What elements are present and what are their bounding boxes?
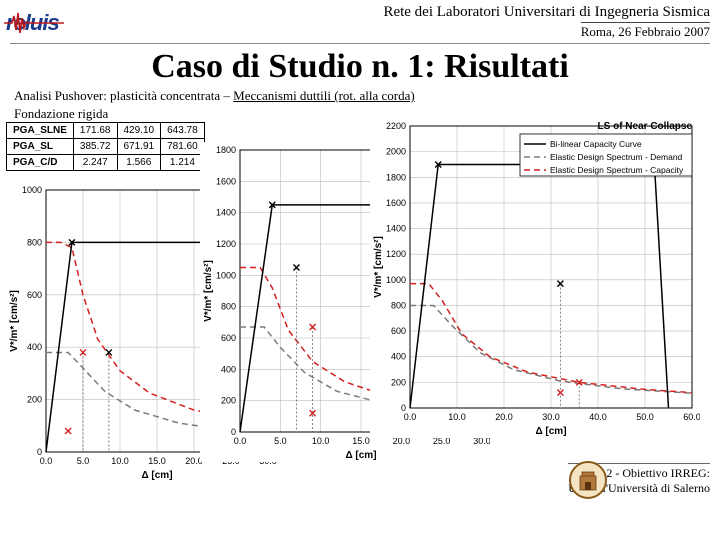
svg-text:600: 600 bbox=[391, 326, 406, 336]
row2-label: PGA_C/D bbox=[7, 155, 74, 171]
svg-text:1400: 1400 bbox=[216, 208, 236, 218]
org-name: Rete dei Laboratori Universitari di Inge… bbox=[59, 4, 710, 21]
svg-text:1600: 1600 bbox=[386, 198, 406, 208]
svg-text:30.0: 30.0 bbox=[542, 412, 560, 422]
svg-text:200: 200 bbox=[391, 377, 406, 387]
svg-text:V*/m* [cm/s²]: V*/m* [cm/s²] bbox=[373, 236, 384, 298]
svg-text:600: 600 bbox=[27, 290, 42, 300]
svg-text:1600: 1600 bbox=[216, 176, 236, 186]
subtitle: Analisi Pushover: plasticità concentrata… bbox=[14, 88, 706, 104]
svg-text:800: 800 bbox=[221, 302, 236, 312]
header-text-block: Rete dei Laboratori Universitari di Inge… bbox=[59, 4, 710, 41]
svg-text:1400: 1400 bbox=[386, 224, 406, 234]
svg-text:10.0: 10.0 bbox=[448, 412, 466, 422]
svg-text:5.0: 5.0 bbox=[77, 456, 90, 466]
reluis-logo: reluis bbox=[4, 10, 59, 36]
svg-text:400: 400 bbox=[391, 352, 406, 362]
svg-text:Elastic Design Spectrum - Dema: Elastic Design Spectrum - Demand bbox=[550, 152, 683, 162]
svg-text:10.0: 10.0 bbox=[312, 436, 330, 446]
svg-text:400: 400 bbox=[221, 364, 236, 374]
svg-text:0: 0 bbox=[231, 427, 236, 437]
university-crest-icon bbox=[568, 460, 608, 500]
svg-text:40.0: 40.0 bbox=[589, 412, 607, 422]
svg-text:2000: 2000 bbox=[386, 147, 406, 157]
svg-text:600: 600 bbox=[221, 333, 236, 343]
svg-text:2200: 2200 bbox=[386, 121, 406, 131]
svg-text:800: 800 bbox=[391, 300, 406, 310]
svg-text:60.0: 60.0 bbox=[683, 412, 700, 422]
svg-text:1000: 1000 bbox=[386, 275, 406, 285]
svg-text:20.0: 20.0 bbox=[495, 412, 513, 422]
header: reluis Rete dei Laboratori Universitari … bbox=[0, 0, 720, 41]
svg-text:1200: 1200 bbox=[386, 249, 406, 259]
svg-text:0.0: 0.0 bbox=[404, 412, 417, 422]
svg-text:5.0: 5.0 bbox=[274, 436, 287, 446]
svg-text:V*/m* [cm/s²]: V*/m* [cm/s²] bbox=[203, 260, 214, 322]
page-title: Caso di Studio n. 1: Risultati bbox=[0, 48, 720, 86]
svg-text:200: 200 bbox=[221, 396, 236, 406]
subtitle-underlined: Meccanismi duttili (rot. alla corda) bbox=[233, 88, 415, 103]
svg-text:400: 400 bbox=[27, 342, 42, 352]
svg-text:1000: 1000 bbox=[22, 185, 42, 195]
content-area: PGA_SLNE 171.68 429.10 643.78 PGA_SL 385… bbox=[0, 122, 720, 502]
svg-text:15.0: 15.0 bbox=[352, 436, 370, 446]
chart-right: 0.0 10.0 20.0 30.0 40.0 50.0 60.0 0 200 400 600 800… bbox=[370, 118, 700, 438]
svg-text:10.0: 10.0 bbox=[111, 456, 129, 466]
subtitle-plain: Analisi Pushover: plasticità concentrata… bbox=[14, 88, 233, 103]
svg-text:Δ [cm]: Δ [cm] bbox=[345, 450, 376, 461]
svg-text:Elastic Design Spectrum - Capa: Elastic Design Spectrum - Capacity bbox=[550, 165, 684, 175]
row1-label: PGA_SL bbox=[7, 139, 74, 155]
svg-text:1800: 1800 bbox=[216, 145, 236, 155]
svg-text:1200: 1200 bbox=[216, 239, 236, 249]
svg-text:1800: 1800 bbox=[386, 172, 406, 182]
svg-text:0.0: 0.0 bbox=[40, 456, 53, 466]
svg-text:Bi-linear Capacity Curve: Bi-linear Capacity Curve bbox=[550, 139, 642, 149]
svg-text:50.0: 50.0 bbox=[636, 412, 654, 422]
svg-text:Δ [cm]: Δ [cm] bbox=[141, 470, 172, 481]
seismogram-icon bbox=[4, 8, 64, 38]
svg-text:15.0: 15.0 bbox=[148, 456, 166, 466]
divider bbox=[10, 43, 710, 44]
svg-text:800: 800 bbox=[27, 237, 42, 247]
svg-text:LS of Near Collapse: LS of Near Collapse bbox=[598, 121, 693, 132]
footer: Linea 2 - Obiettivo IRREG: UR dell'Unive… bbox=[568, 463, 710, 496]
svg-text:Δ [cm]: Δ [cm] bbox=[535, 426, 566, 437]
date: Roma, 26 Febbraio 2007 bbox=[581, 22, 710, 40]
pga-table: PGA_SLNE 171.68 429.10 643.78 PGA_SL 385… bbox=[6, 122, 205, 171]
svg-text:200: 200 bbox=[27, 395, 42, 405]
svg-text:1000: 1000 bbox=[216, 270, 236, 280]
svg-text:0: 0 bbox=[37, 447, 42, 457]
svg-text:0: 0 bbox=[401, 403, 406, 413]
svg-text:V*/m* [cm/s²]: V*/m* [cm/s²] bbox=[9, 290, 20, 352]
svg-text:0.0: 0.0 bbox=[234, 436, 247, 446]
row0-label: PGA_SLNE bbox=[7, 123, 74, 139]
